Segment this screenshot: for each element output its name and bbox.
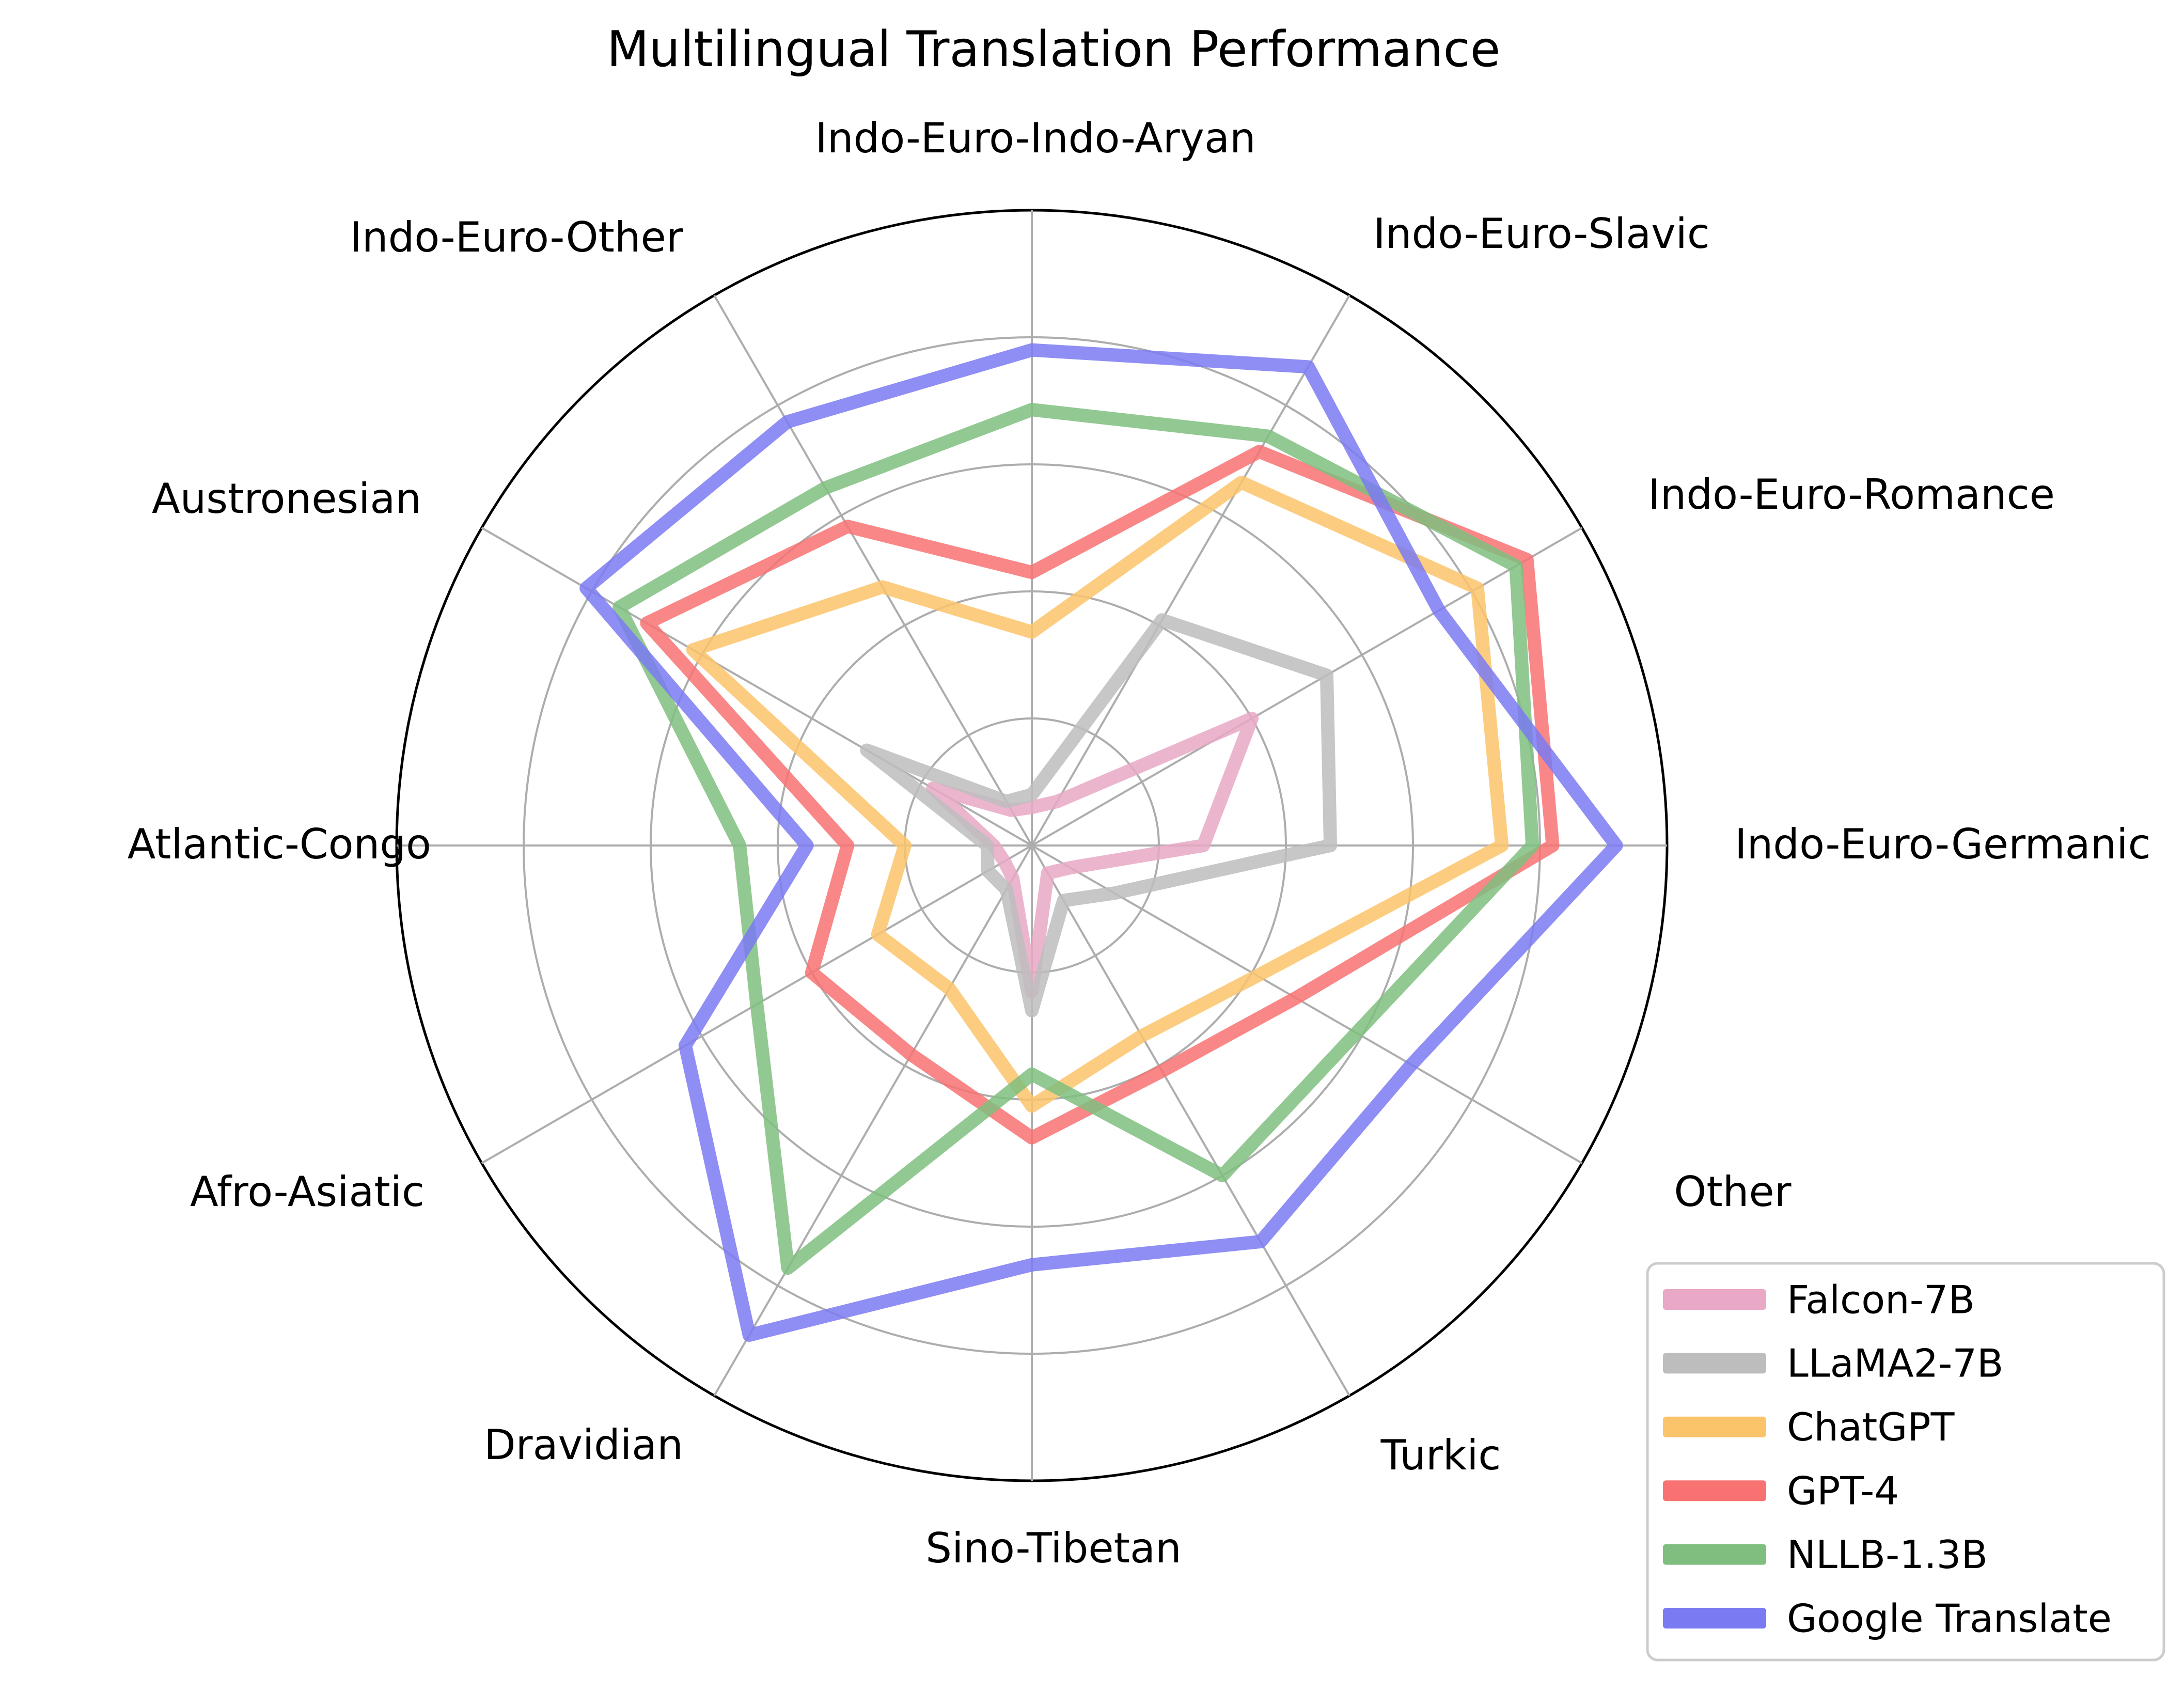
legend-swatch-google-translate [1663,1608,1766,1629]
legend-swatch-nllb-1-3b [1663,1544,1766,1565]
legend-swatch-gpt-4 [1663,1480,1766,1501]
legend-label: GPT-4 [1787,1468,1899,1513]
legend-item: LLaMA2-7B [1663,1341,2004,1386]
legend-label: LLaMA2-7B [1787,1341,2004,1386]
series-gpt-4 [640,445,1560,1145]
polar-spoke [1031,527,1583,847]
axis-label-dravidian: Dravidian [484,1421,683,1469]
axis-label-indo-euro-other: Indo-Euro-Other [350,213,683,261]
polar-spoke [1031,844,1350,1397]
legend-label: NLLB-1.3B [1787,1532,1988,1577]
legend-item: NLLB-1.3B [1663,1532,1988,1577]
series-group [579,343,1623,1342]
series-google-translate [579,343,1623,1342]
legend-box [1646,1262,2165,1662]
series-nllb-1-3b [612,403,1539,1275]
chart-title: Multilingual Translation Performance [607,21,1500,78]
legend-item: Falcon-7B [1663,1277,1975,1322]
polar-spoke [1031,294,1350,847]
axis-label-other: Other [1674,1168,1791,1216]
legend: Falcon-7B LLaMA2-7B ChatGPT GPT-4 NLLB-1.3B G… [1646,1262,2165,1662]
axis-label-indo-euro-slavic: Indo-Euro-Slavic [1373,210,1710,258]
axis-label-turkic: Turkic [1380,1431,1501,1479]
legend-label: ChatGPT [1787,1404,1955,1450]
series-llama2-7b [860,613,1338,1017]
legend-swatch-llama2-7b [1663,1353,1766,1374]
axis-label-indo-euro-romance: Indo-Euro-Romance [1648,471,2055,519]
polar-grid-group [395,209,1669,1482]
legend-label: Falcon-7B [1787,1277,1975,1322]
polar-spoke [1031,844,1583,1164]
legend-swatch-chatgpt [1663,1416,1766,1437]
axis-label-indo-euro-germanic: Indo-Euro-Germanic [1735,820,2151,868]
polar-spoke [713,844,1033,1397]
axis-label-afro-asiatic: Afro-Asiatic [190,1168,425,1216]
series-chatgpt [686,476,1509,1113]
legend-item: ChatGPT [1663,1404,1955,1450]
axis-label-indo-euro-indo-aryan: Indo-Euro-Indo-Aryan [815,114,1255,162]
axis-labels-group: Indo-Euro-Indo-Aryan Indo-Euro-Slavic Indo… [128,114,2151,1572]
axis-label-sino-tibetan: Sino-Tibetan [925,1524,1181,1572]
legend-item: Google Translate [1663,1595,2112,1641]
axis-label-austronesian: Austronesian [152,475,421,523]
legend-item: GPT-4 [1663,1468,1899,1513]
polar-spoke [713,294,1033,847]
axis-label-atlantic-congo: Atlantic-Congo [128,820,431,868]
legend-label: Google Translate [1787,1595,2112,1641]
legend-swatch-falcon-7b [1663,1289,1766,1310]
